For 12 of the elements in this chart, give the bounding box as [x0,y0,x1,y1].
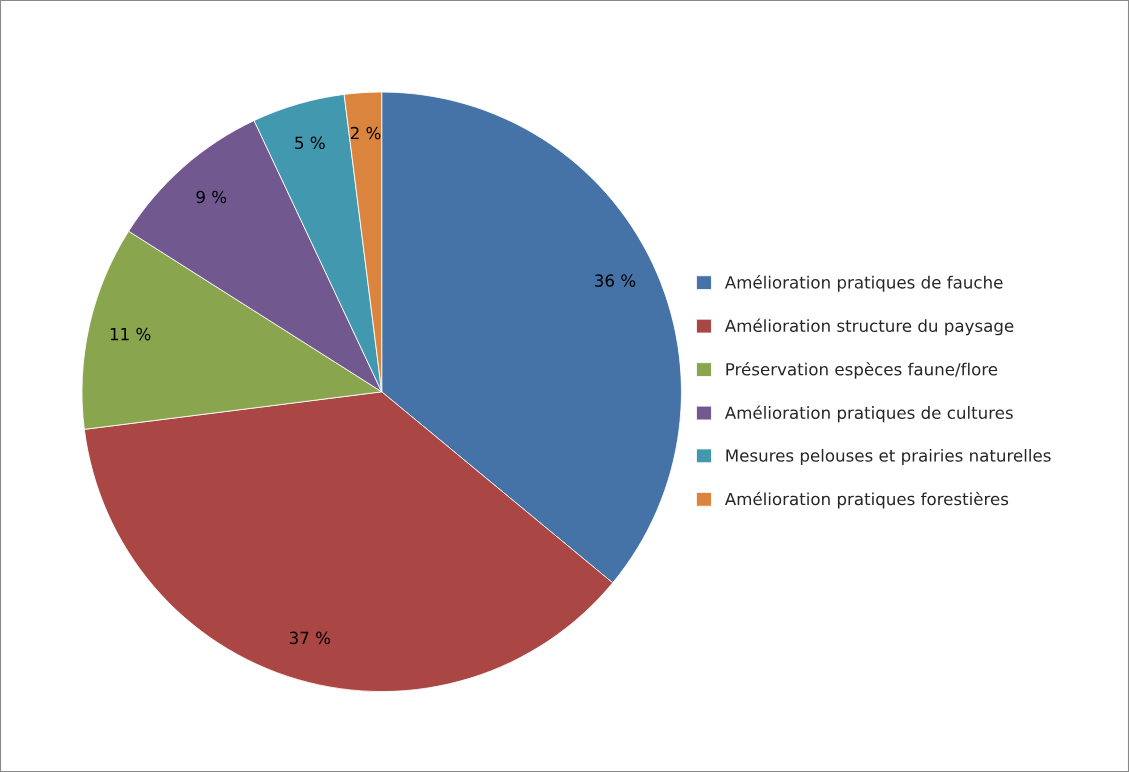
data-label: 36 % [595,274,636,287]
legend-label: Mesures pelouses et prairies naturelles [726,448,1051,466]
legend-label: Préservation espèces faune/flore [726,361,998,379]
legend-label: Amélioration structure du paysage [724,318,1014,336]
legend-label: Amélioration pratiques forestières [724,491,1009,509]
data-label: 37 % [289,631,331,645]
legend-label: Amélioration pratiques de fauche [724,275,1003,292]
legend-label: Amélioration pratiques de cultures [724,405,1013,423]
data-label: 11 % [110,327,151,341]
data-label: 9 % [196,190,227,204]
data-label: 2 % [350,126,381,140]
data-label: 5 % [295,136,325,150]
